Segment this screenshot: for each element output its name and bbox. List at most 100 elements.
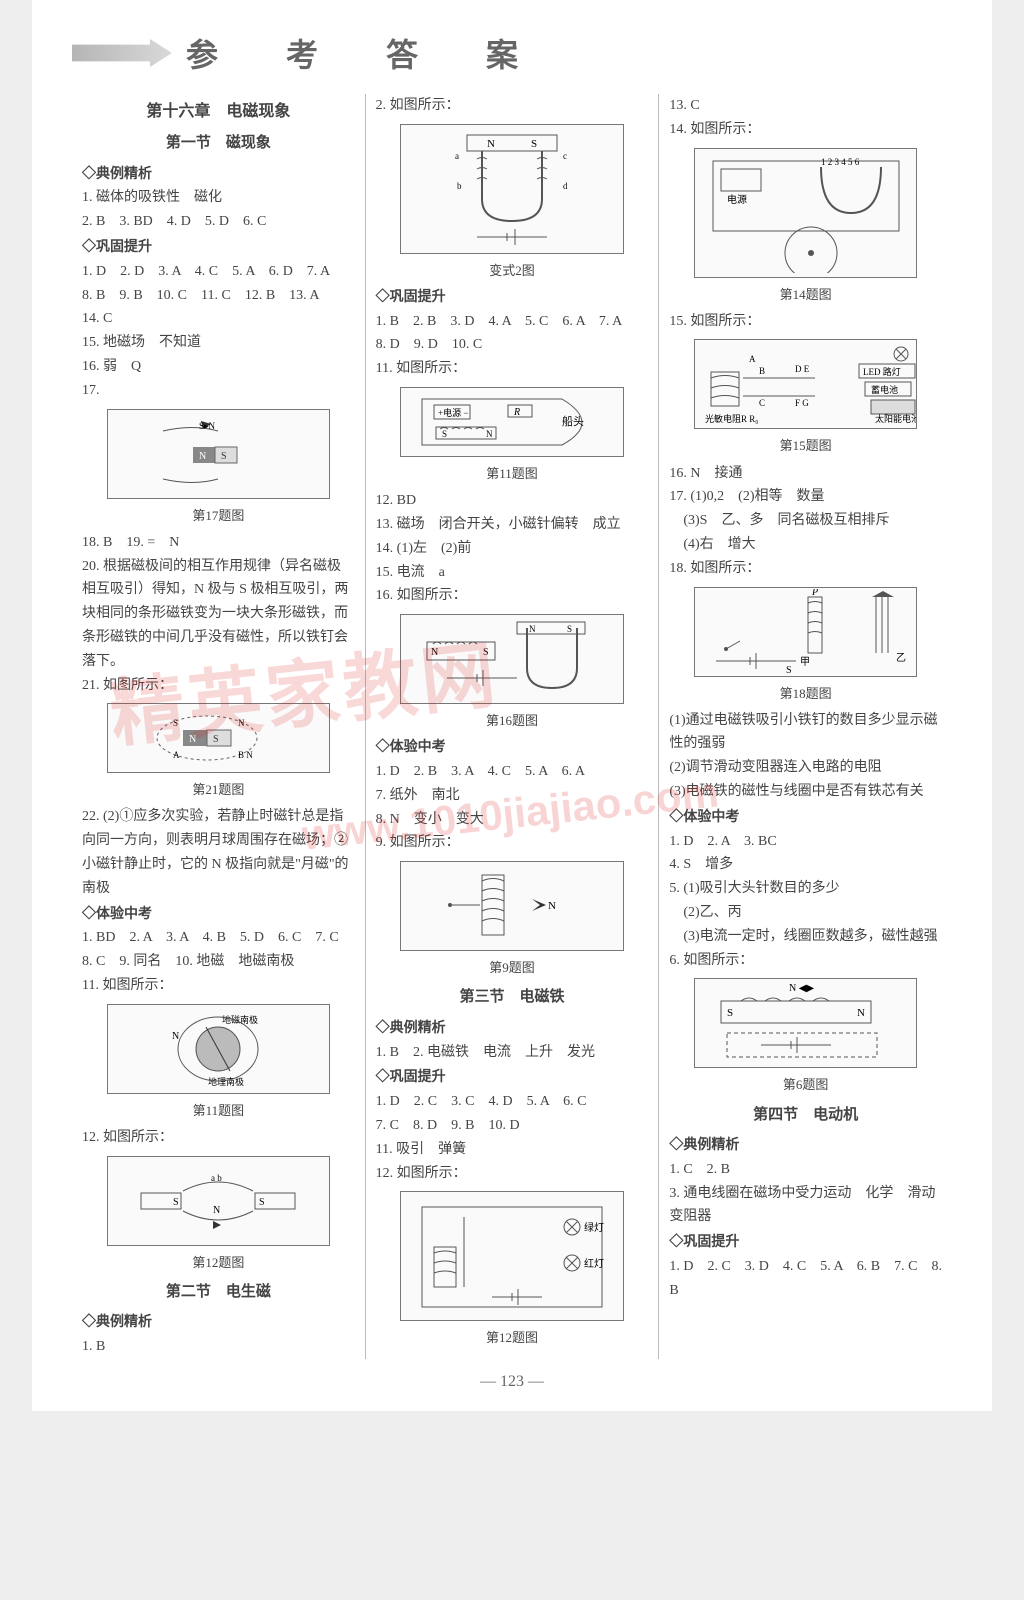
- figure-q12: S S a b N: [107, 1156, 331, 1246]
- svg-text:N: N: [486, 429, 493, 439]
- figure-caption: 第21题图: [82, 779, 355, 801]
- svg-text:N: N: [199, 451, 206, 462]
- subhead-example: 典例精析: [376, 1017, 649, 1041]
- answer-line: 7. C 8. D 9. B 10. D: [376, 1114, 649, 1138]
- svg-text:N: N: [431, 647, 438, 658]
- relay-circuit-icon: 绿灯 红灯: [412, 1197, 612, 1315]
- figure-caption: 第14题图: [669, 284, 942, 306]
- svg-text:S: S: [531, 138, 537, 150]
- figure-caption: 变式2图: [376, 260, 649, 282]
- answer-line: 1. B 2. B 3. D 4. A 5. C 6. A 7. A: [376, 310, 649, 334]
- figure-caption: 第15题图: [669, 435, 942, 457]
- subhead-example: 典例精析: [82, 163, 355, 187]
- svg-text:S: S: [567, 624, 572, 634]
- svg-text:N: N: [238, 718, 245, 728]
- main-title: 参 考 答 案: [186, 30, 548, 76]
- answer-line: 1. B 2. 电磁铁 电流 上升 发光: [376, 1041, 649, 1065]
- answer-line: 14. 如图所示：: [669, 118, 942, 142]
- answer-line: 17. (1)0,2 (2)相等 数量: [669, 485, 942, 509]
- figure-q12-relay: 绿灯 红灯: [400, 1191, 624, 1321]
- subhead-consolidate: 巩固提升: [82, 236, 355, 260]
- section-4-title: 第四节 电动机: [669, 1103, 942, 1129]
- answer-line: 15. 电流 a: [376, 561, 649, 585]
- svg-text:b: b: [457, 181, 462, 191]
- answer-line: 1. D 2. C 3. C 4. D 5. A 6. C: [376, 1090, 649, 1114]
- section-2-title: 第二节 电生磁: [82, 1280, 355, 1306]
- figure-q11-earth: 地磁南极 地理南极 N: [107, 1004, 331, 1094]
- svg-text:N: N: [857, 1007, 865, 1019]
- svg-text:S: S: [483, 647, 489, 658]
- coil-u-icon: NS NS: [417, 618, 607, 700]
- answer-line: 13. 磁场 闭合开关，小磁针偏转 成立: [376, 513, 649, 537]
- figure-q6: S N N ◀▶: [694, 978, 918, 1068]
- svg-text:N: N: [487, 138, 495, 150]
- svg-text:S: S: [727, 1007, 733, 1019]
- figure-caption: 第6题图: [669, 1074, 942, 1096]
- svg-text:船头: 船头: [562, 414, 584, 428]
- figure-caption: 第12题图: [376, 1327, 649, 1349]
- figure-q21: N S SN AB N: [107, 703, 331, 773]
- answer-line: 15. 地磁场 不知道: [82, 331, 355, 355]
- answer-line: 8. B 9. B 10. C 11. C 12. B 13. A: [82, 284, 355, 308]
- answer-line: 7. 纸外 南北: [376, 784, 649, 808]
- svg-text:a: a: [455, 151, 459, 161]
- answer-line: 12. 如图所示：: [376, 1162, 649, 1186]
- svg-text:地理南极: 地理南极: [208, 1076, 244, 1087]
- svg-text:S: S: [173, 718, 178, 728]
- svg-text:c: c: [563, 151, 567, 161]
- two-magnets-icon: S S a b N: [133, 1161, 303, 1241]
- svg-text:a b: a b: [211, 1173, 222, 1183]
- svg-text:N: N: [213, 1205, 220, 1216]
- answer-line: (2)调节滑动变阻器连入电路的电阻: [669, 756, 942, 780]
- svg-text:F G: F G: [795, 398, 809, 408]
- answer-line: 8. C 9. 同名 10. 地磁 地磁南极: [82, 950, 355, 974]
- subhead-consolidate: 巩固提升: [376, 1066, 649, 1090]
- solenoid-icon: N: [432, 865, 592, 947]
- solenoid-circuit-icon: S N N ◀▶: [701, 981, 911, 1065]
- answer-line: (4)右 增大: [669, 533, 942, 557]
- answer-line: 8. D 9. D 10. C: [376, 333, 649, 357]
- svg-text:S: S: [213, 734, 219, 745]
- answer-line: 4. S 增多: [669, 853, 942, 877]
- earth-field-icon: 地磁南极 地理南极 N: [158, 1009, 278, 1089]
- title-bar: 参 考 答 案: [72, 30, 952, 76]
- svg-text:光敏电阻R R₀: 光敏电阻R R₀: [705, 413, 758, 424]
- svg-text:A: A: [173, 750, 180, 760]
- answer-line: 6. 如图所示：: [669, 949, 942, 973]
- figure-caption: 第11题图: [82, 1100, 355, 1122]
- figure-q11-boat: +电源 − R SN 船头: [400, 387, 624, 457]
- column-3: 13. C 14. 如图所示： 电源 1 2 3 4 5 6 第14题图 15.…: [659, 94, 952, 1359]
- answer-line: 20. 根据磁极间的相互作用规律（异名磁极相互吸引）得知，N 极与 S 极相互吸…: [82, 555, 355, 674]
- figure-q16: NS NS: [400, 614, 624, 704]
- svg-text:绿灯: 绿灯: [584, 1221, 604, 1234]
- svg-text:N: N: [548, 900, 556, 912]
- figure-q18: P甲 乙 S: [694, 587, 918, 677]
- answer-line: 16. 弱 Q: [82, 355, 355, 379]
- answer-line: 11. 吸引 弹簧: [376, 1138, 649, 1162]
- figure-caption: 第16题图: [376, 710, 649, 732]
- answer-line: 11. 如图所示：: [82, 974, 355, 998]
- answer-line: 2. 如图所示：: [376, 94, 649, 118]
- svg-text:太阳能电池板: 太阳能电池板: [875, 413, 917, 424]
- svg-text:S: S: [221, 451, 227, 462]
- answer-line: 1. C 2. B: [669, 1158, 942, 1182]
- svg-text:S: S: [442, 429, 447, 439]
- svg-text:甲: 甲: [800, 657, 810, 668]
- subhead-exam: 体验中考: [82, 903, 355, 927]
- answer-line: (3)电流一定时，线圈匝数越多，磁性越强: [669, 925, 942, 949]
- two-coil-icon: P甲 乙 S: [696, 589, 916, 675]
- subhead-example: 典例精析: [82, 1311, 355, 1335]
- svg-text:+电源 −: +电源 −: [438, 407, 468, 418]
- chapter-title: 第十六章 电磁现象: [82, 98, 355, 125]
- figure-variant2: NS ab cd: [400, 124, 624, 254]
- page-number: — 123 —: [72, 1373, 952, 1391]
- subhead-exam: 体验中考: [376, 736, 649, 760]
- answer-line: 9. 如图所示：: [376, 831, 649, 855]
- answer-line: 15. 如图所示：: [669, 310, 942, 334]
- subhead-consolidate: 巩固提升: [376, 286, 649, 310]
- section-3-title: 第三节 电磁铁: [376, 985, 649, 1011]
- svg-text:N ◀▶: N ◀▶: [789, 983, 814, 994]
- answer-line: 17.: [82, 379, 355, 403]
- subhead-exam: 体验中考: [669, 806, 942, 830]
- answer-line: 1. D 2. A 3. BC: [669, 830, 942, 854]
